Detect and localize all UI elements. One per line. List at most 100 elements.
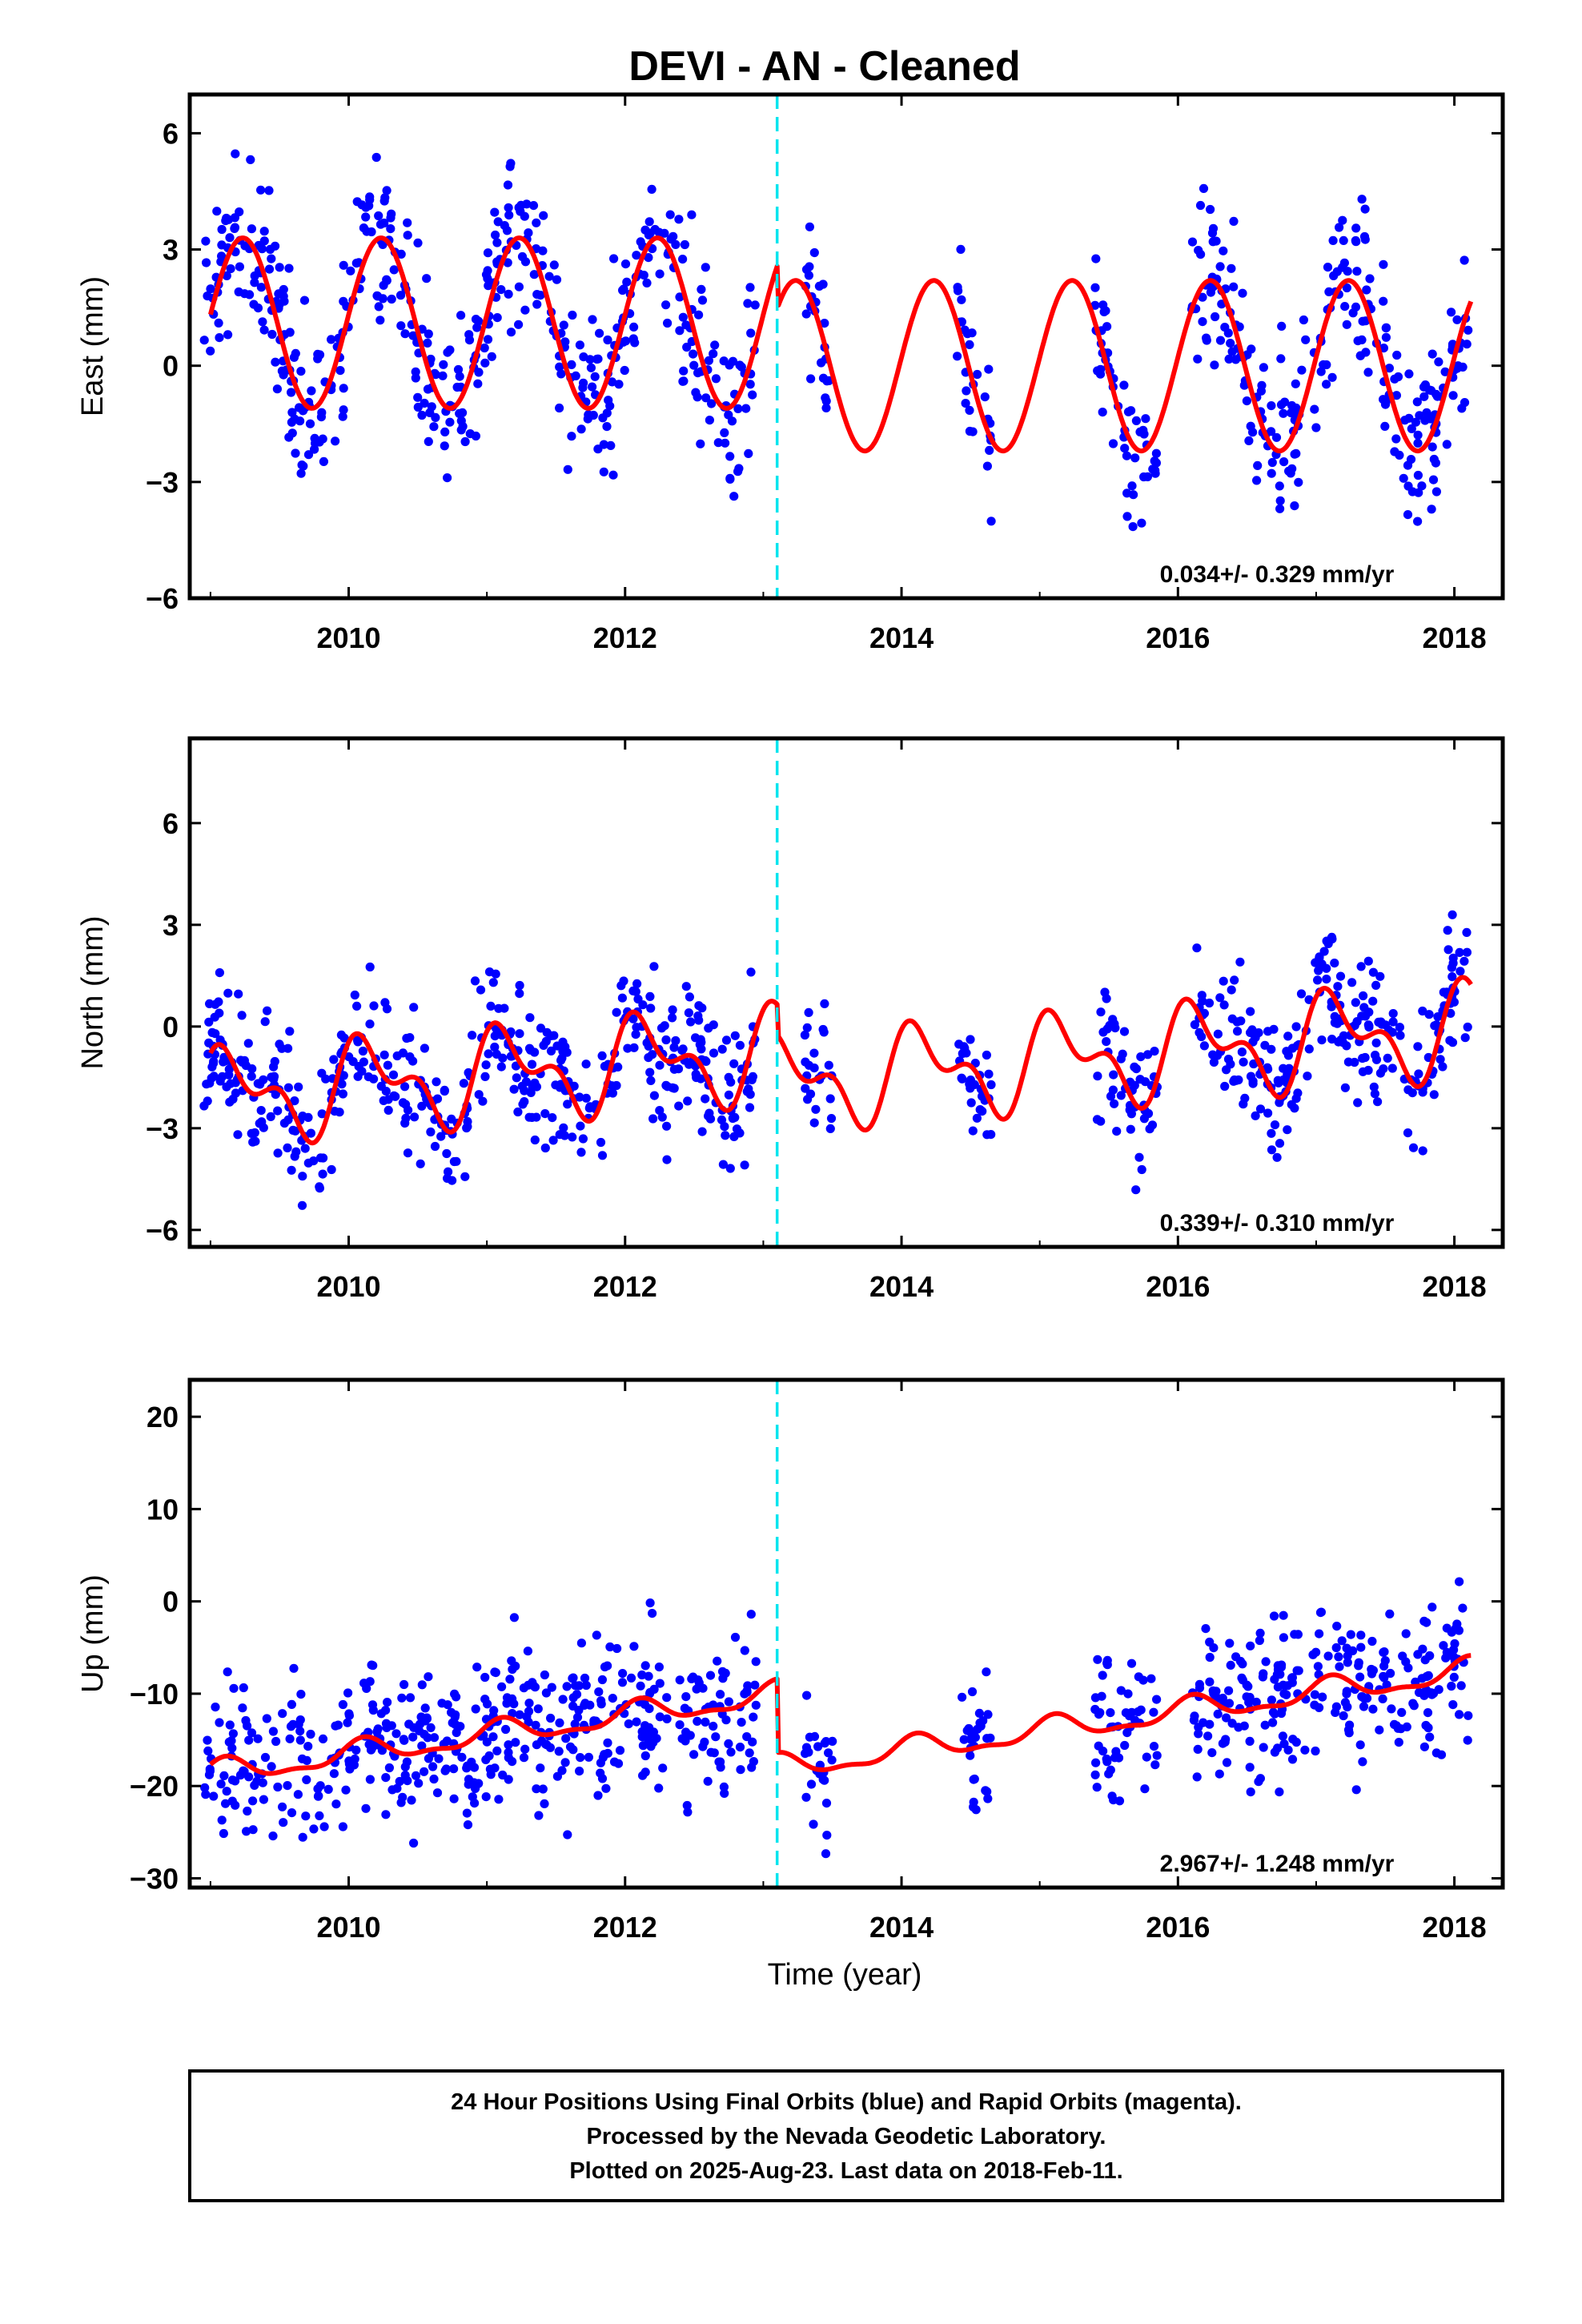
data-point	[656, 1023, 667, 1033]
data-point	[1439, 1641, 1448, 1651]
data-point	[1348, 1646, 1358, 1655]
data-point	[483, 266, 492, 275]
data-point	[1355, 1672, 1365, 1682]
data-point	[268, 1727, 278, 1736]
data-point	[1220, 1737, 1230, 1747]
data-point	[704, 1023, 713, 1033]
data-point	[1134, 1672, 1143, 1682]
x-tick-label: 2012	[593, 621, 657, 654]
data-point	[620, 365, 629, 376]
data-point	[319, 1822, 329, 1831]
data-point	[219, 1771, 229, 1780]
data-point	[671, 239, 681, 249]
data-point	[730, 1031, 740, 1040]
data-point	[608, 470, 618, 480]
data-point	[563, 464, 572, 474]
data-point	[746, 328, 756, 338]
data-point	[1260, 1720, 1270, 1730]
data-point	[1270, 1120, 1280, 1130]
data-point	[1267, 1128, 1276, 1138]
data-point	[483, 1699, 492, 1709]
data-point	[1242, 1680, 1251, 1690]
data-point	[215, 333, 224, 343]
data-point	[384, 1763, 394, 1773]
data-point	[481, 1792, 491, 1802]
data-point	[386, 224, 396, 234]
data-point	[546, 1046, 556, 1055]
data-point	[339, 1033, 349, 1043]
data-point	[1279, 457, 1289, 467]
data-point	[1263, 1027, 1273, 1036]
data-point	[1290, 1630, 1299, 1639]
data-point	[1357, 195, 1367, 204]
data-point	[331, 436, 340, 446]
data-point	[1090, 300, 1100, 310]
data-point	[403, 218, 412, 227]
data-point	[206, 284, 215, 294]
data-point	[1447, 963, 1456, 972]
data-point	[275, 263, 284, 272]
data-point	[1340, 1083, 1350, 1092]
data-point	[1456, 1681, 1466, 1691]
data-point	[1109, 1070, 1118, 1080]
data-point	[802, 1023, 812, 1032]
data-point	[1381, 397, 1391, 407]
data-point	[749, 1757, 759, 1767]
data-point	[1408, 1143, 1419, 1152]
data-point	[1395, 1023, 1404, 1032]
data-point	[1098, 407, 1107, 417]
data-point	[1308, 1650, 1318, 1659]
data-point	[1315, 1703, 1324, 1712]
data-point	[1235, 1656, 1246, 1667]
data-point	[590, 372, 600, 381]
data-point	[811, 1104, 821, 1114]
data-point	[801, 309, 811, 319]
data-point	[283, 1143, 292, 1152]
data-point	[1383, 1053, 1392, 1063]
data-point	[654, 1783, 664, 1793]
data-point	[1347, 978, 1357, 987]
data-point	[983, 1710, 993, 1719]
data-point	[494, 1795, 504, 1804]
data-point	[470, 976, 480, 986]
data-point	[411, 1771, 421, 1780]
data-point	[1193, 1744, 1203, 1754]
data-point	[745, 1089, 755, 1100]
data-point	[480, 1072, 490, 1081]
data-point	[263, 1006, 272, 1015]
data-point	[586, 363, 596, 372]
data-point	[1229, 216, 1239, 226]
y-axis-label: East (mm)	[76, 276, 110, 416]
data-point	[448, 1176, 457, 1185]
data-point	[1316, 367, 1326, 376]
data-point	[660, 228, 669, 238]
data-point	[1413, 1042, 1423, 1051]
data-point	[749, 1712, 758, 1722]
data-point	[1213, 1709, 1223, 1719]
data-point	[404, 1719, 414, 1729]
data-point	[954, 1039, 964, 1049]
data-point	[617, 1678, 628, 1687]
data-point	[1415, 411, 1424, 420]
data-point	[619, 976, 628, 986]
data-point	[637, 1727, 647, 1736]
data-point	[416, 1159, 425, 1168]
data-point	[726, 1077, 736, 1087]
data-point	[471, 1704, 480, 1714]
data-point	[238, 1057, 247, 1067]
data-point	[665, 210, 675, 219]
data-point	[1413, 438, 1423, 448]
data-point	[1210, 360, 1219, 370]
data-point	[558, 1695, 568, 1704]
data-point	[645, 1068, 655, 1077]
data-point	[540, 1670, 550, 1680]
data-point	[361, 1803, 371, 1813]
data-point	[597, 1774, 608, 1783]
data-point	[689, 360, 699, 370]
data-point	[1375, 1725, 1384, 1735]
data-point	[1248, 1079, 1258, 1088]
data-point	[1343, 1057, 1353, 1067]
data-point	[364, 1739, 374, 1749]
data-point	[1399, 473, 1408, 483]
data-point	[1246, 1007, 1255, 1016]
